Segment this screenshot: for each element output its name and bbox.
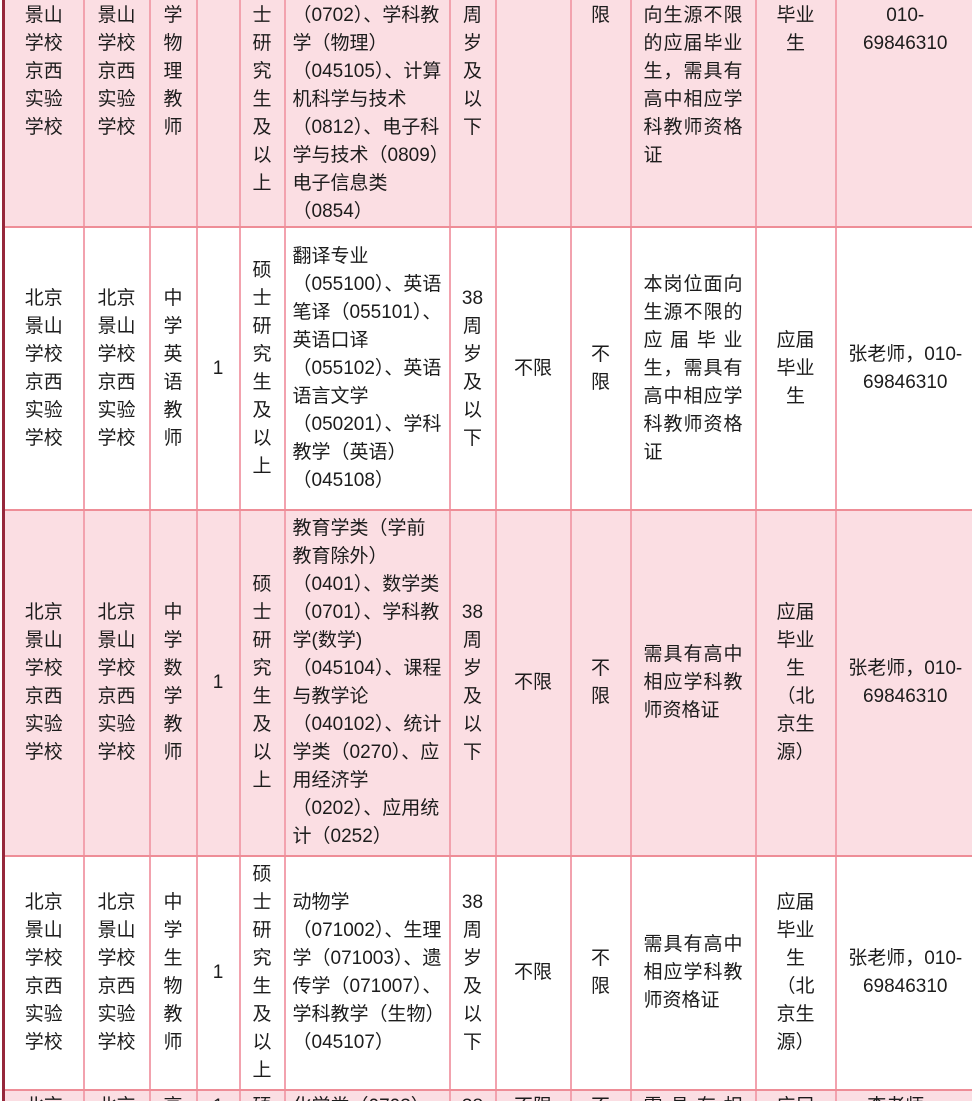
- cell-school-unit: 北京: [83, 1090, 151, 1101]
- cell-age-limit: 38: [449, 1090, 497, 1101]
- cell-majors: （0702）、学科教学（物理）（045105）、计算机科学与技术（0812）、电…: [284, 0, 451, 228]
- cell-position: 学物理教师: [149, 0, 198, 228]
- cell-position: 高: [149, 1090, 198, 1101]
- cell-age-limit: 38周岁及以下: [449, 856, 497, 1091]
- cell-grad-type: 应届毕业生: [755, 227, 837, 511]
- cell-education: 士研究生及以上: [239, 0, 286, 228]
- cell-requirements: 需具有相: [630, 1090, 757, 1101]
- table-row: 北京景山学校京西实验学校 北京景山学校京西实验学校 中学数学教师 1 硕士研究生…: [3, 510, 972, 857]
- table-row: 景山学校京西实验学校 景山学校京西实验学校 学物理教师 士研究生及以上 （070…: [3, 0, 972, 228]
- cell-count: [196, 0, 241, 228]
- cell-requirements: 需具有高中相应学科教师资格证: [630, 510, 757, 857]
- cell-contact: 010-69846310: [835, 0, 972, 228]
- cell-education: 硕: [239, 1090, 286, 1101]
- cell-grad-type: 应届毕业生（北京生源）: [755, 856, 837, 1091]
- cell-grad-type: 应届: [755, 1090, 837, 1101]
- cell-grad-type: 应届毕业生（北京生源）: [755, 510, 837, 857]
- cell-requirements: 本岗位面向生源不限的应届毕业生，需具有高中相应学科教师资格证: [630, 227, 757, 511]
- cell-gender: 不限: [570, 227, 632, 511]
- cell-household: 不限: [495, 510, 572, 857]
- cell-count: 1: [196, 856, 241, 1091]
- cell-gender: 不: [570, 1090, 632, 1101]
- cell-education: 硕士研究生及以上: [239, 510, 286, 857]
- cell-majors: 教育学类（学前教育除外）（0401）、数学类（0701）、学科教学(数学)（04…: [284, 510, 451, 857]
- cell-age-limit: 38周岁及以下: [449, 510, 497, 857]
- cell-count: 1: [196, 227, 241, 511]
- table-row: 北京景山学校京西实验学校 北京景山学校京西实验学校 中学生物教师 1 硕士研究生…: [3, 856, 972, 1091]
- cell-gender: 不限: [570, 856, 632, 1091]
- cell-count: 1: [196, 510, 241, 857]
- cell-position: 中学数学教师: [149, 510, 198, 857]
- cell-grad-type: 毕业生: [755, 0, 837, 228]
- cell-gender: 限: [570, 0, 632, 228]
- cell-school-dept: 北京景山学校京西实验学校: [3, 227, 85, 511]
- cell-school-dept: 北京景山学校京西实验学校: [3, 856, 85, 1091]
- cell-school-unit: 北京景山学校京西实验学校: [83, 227, 151, 511]
- table-row: 北京景山学校京西实验学校 北京景山学校京西实验学校 中学英语教师 1 硕士研究生…: [3, 227, 972, 511]
- cell-contact: 张老师，010-69846310: [835, 510, 972, 857]
- table-row: 北京 北京 高 1 硕 化学类（0703）、 38 不限 不 需具有相 应届 李…: [3, 1090, 972, 1101]
- cell-majors: 翻译专业（055100）、英语笔译（055101）、英语口译（055102）、英…: [284, 227, 451, 511]
- cell-position: 中学生物教师: [149, 856, 198, 1091]
- cell-education: 硕士研究生及以上: [239, 227, 286, 511]
- cell-household: 不限: [495, 227, 572, 511]
- cell-household: [495, 0, 572, 228]
- cell-count: 1: [196, 1090, 241, 1101]
- cell-school-unit: 北京景山学校京西实验学校: [83, 510, 151, 857]
- cell-school-unit: 北京景山学校京西实验学校: [83, 856, 151, 1091]
- cell-household: 不限: [495, 856, 572, 1091]
- cell-school-dept: 北京: [3, 1090, 85, 1101]
- cell-school-dept: 景山学校京西实验学校: [3, 0, 85, 228]
- cell-school-unit: 景山学校京西实验学校: [83, 0, 151, 228]
- cell-position: 中学英语教师: [149, 227, 198, 511]
- cell-education: 硕士研究生及以上: [239, 856, 286, 1091]
- cell-majors: 化学类（0703）、: [284, 1090, 451, 1101]
- cell-majors: 动物学（071002）、生理学（071003）、遗传学（071007）、学科教学…: [284, 856, 451, 1091]
- cell-age-limit: 38周岁及以下: [449, 227, 497, 511]
- cell-contact: 张老师，010-69846310: [835, 856, 972, 1091]
- cell-contact: 李老师，: [835, 1090, 972, 1101]
- cell-requirements: 需具有高中相应学科教师资格证: [630, 856, 757, 1091]
- cell-age-limit: 周岁及以下: [449, 0, 497, 228]
- cell-gender: 不限: [570, 510, 632, 857]
- cell-household: 不限: [495, 1090, 572, 1101]
- cell-requirements: 向生源不限的应届毕业生，需具有高中相应学科教师资格证: [630, 0, 757, 228]
- cell-school-dept: 北京景山学校京西实验学校: [3, 510, 85, 857]
- cell-contact: 张老师，010-69846310: [835, 227, 972, 511]
